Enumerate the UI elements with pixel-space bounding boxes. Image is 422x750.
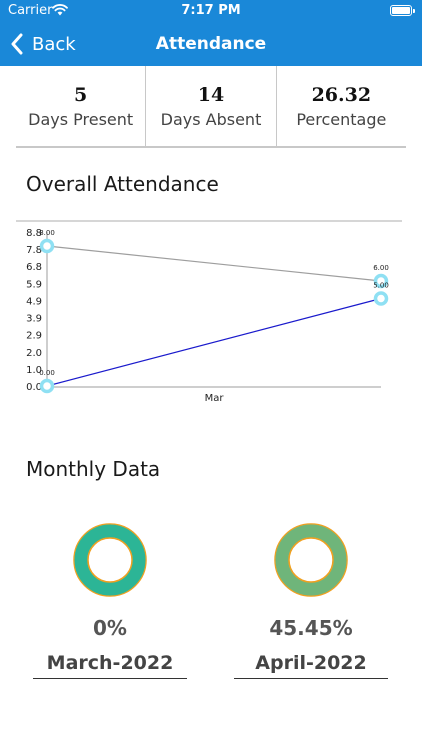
month-card-april[interactable]: 45.45% April-2022 xyxy=(234,522,388,679)
back-label: Back xyxy=(32,33,76,55)
y-tick-label: 0.0 xyxy=(26,382,42,393)
y-tick-label: 5.9 xyxy=(26,279,42,290)
series-line xyxy=(46,297,382,387)
data-point xyxy=(373,291,389,306)
data-point xyxy=(373,273,389,289)
data-point-label: 5.00 xyxy=(373,282,389,290)
data-point xyxy=(39,238,55,254)
data-point-label: 0.00 xyxy=(39,369,55,377)
month-card-march[interactable]: 0% March-2022 xyxy=(33,522,187,679)
overall-attendance-heading: Overall Attendance xyxy=(26,172,219,196)
monthly-data-heading: Monthly Data xyxy=(26,457,161,481)
page-title: Attendance xyxy=(155,34,267,54)
back-button[interactable]: Back xyxy=(10,22,76,66)
data-point-label: 6.00 xyxy=(373,264,389,272)
stat-label: Days Present xyxy=(28,110,134,129)
status-bar: Carrier 7:17 PM xyxy=(0,0,422,22)
month-label: April-2022 xyxy=(234,652,388,679)
stat-percentage: 26.32 Percentage xyxy=(275,66,406,146)
stat-value: 5 xyxy=(74,84,88,106)
stat-value: 26.32 xyxy=(311,84,372,106)
y-tick-label: 1.0 xyxy=(26,365,42,376)
donut-chart xyxy=(73,523,147,597)
month-percentage: 45.45% xyxy=(269,616,353,640)
stat-days-present: 5 Days Present xyxy=(16,66,145,146)
wifi-icon xyxy=(52,4,68,16)
month-label: March-2022 xyxy=(33,652,187,679)
attendance-line-chart: 0.0 1.0 2.0 2.9 3.9 4.9 5.9 6.8 7.8 8.8 Mar 8.00 6.0… xyxy=(16,220,402,404)
y-tick-label: 3.9 xyxy=(26,314,42,325)
y-tick-label: 2.9 xyxy=(26,331,42,342)
clock: 7:17 PM xyxy=(181,3,241,18)
month-percentage: 0% xyxy=(93,616,127,640)
series-line xyxy=(46,245,382,282)
carrier-label: Carrier xyxy=(8,3,53,18)
y-tick-label: 2.0 xyxy=(26,348,42,359)
donut-chart xyxy=(274,523,348,597)
summary-stats: 5 Days Present 14 Days Absent 26.32 Perc… xyxy=(16,66,406,148)
data-point-label: 8.00 xyxy=(39,229,55,237)
stat-value: 14 xyxy=(197,84,225,106)
chevron-left-icon xyxy=(11,33,23,55)
data-point xyxy=(39,378,55,394)
stat-label: Days Absent xyxy=(160,110,262,129)
y-tick-label: 8.8 xyxy=(26,228,42,239)
stat-label: Percentage xyxy=(296,110,387,129)
y-tick-label: 6.8 xyxy=(26,262,42,273)
x-tick-label: Mar xyxy=(205,393,225,404)
stat-days-absent: 14 Days Absent xyxy=(145,66,275,146)
y-tick-label: 7.8 xyxy=(26,245,42,256)
y-tick-label: 4.9 xyxy=(26,296,42,307)
nav-bar: Back Attendance xyxy=(0,22,422,66)
battery-icon xyxy=(390,5,415,16)
